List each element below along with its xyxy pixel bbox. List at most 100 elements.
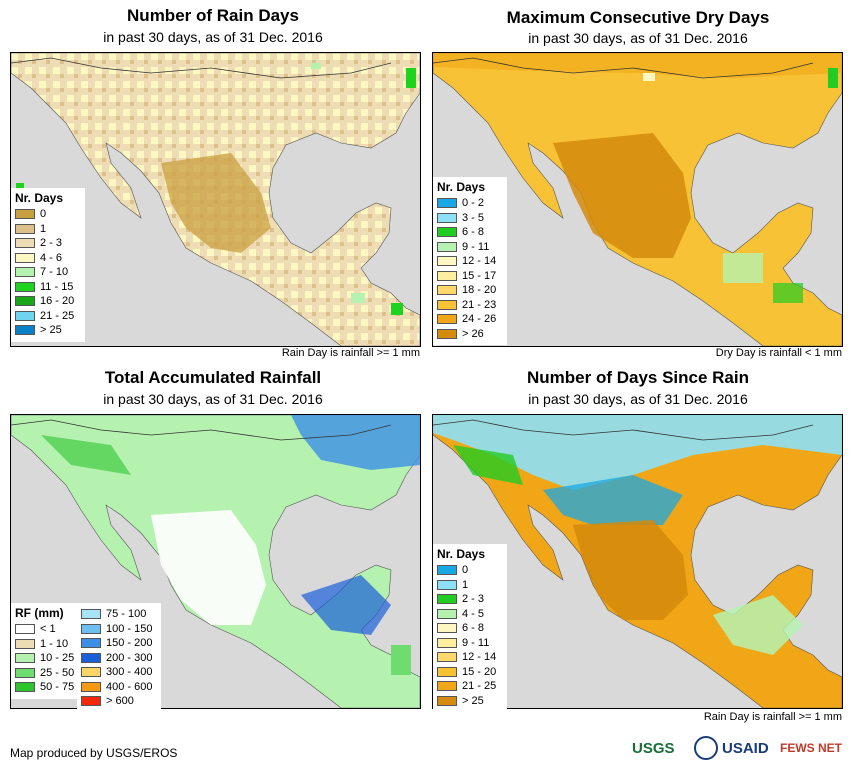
legend-swatch bbox=[437, 652, 457, 663]
legend-label: 6 - 8 bbox=[462, 622, 485, 635]
legend-rain-days-title: Nr. Days bbox=[15, 191, 64, 205]
legend-label: > 25 bbox=[40, 324, 62, 337]
legend-label: 3 - 5 bbox=[462, 211, 485, 224]
panel-1-title: Number of Rain Days bbox=[127, 6, 299, 25]
legend-swatch bbox=[15, 638, 35, 649]
legend-label: 21 - 23 bbox=[462, 298, 497, 311]
legend-item: 21 - 25 bbox=[437, 679, 503, 694]
legend-item: 16 - 20 bbox=[15, 294, 81, 309]
legend-label: 24 - 26 bbox=[462, 313, 497, 326]
legend-label: 9 - 11 bbox=[462, 240, 490, 253]
panel-2-note: Dry Day is rainfall < 1 mm bbox=[715, 347, 842, 359]
legend-label: 18 - 20 bbox=[462, 284, 497, 297]
panel-4-title: Number of Days Since Rain bbox=[526, 368, 749, 387]
legend-dry-days-title: Nr. Days bbox=[437, 180, 486, 194]
legend-swatch bbox=[437, 198, 457, 209]
legend-item: 1 bbox=[15, 222, 81, 237]
usaid-seal-icon bbox=[694, 736, 718, 760]
legend-item: > 25 bbox=[437, 694, 503, 709]
legend-swatch bbox=[437, 227, 457, 238]
legend-label: 0 bbox=[462, 564, 469, 577]
legend-item: 100 - 150 bbox=[81, 622, 157, 637]
legend-item: 25 - 50 bbox=[15, 666, 79, 681]
legend-swatch bbox=[15, 667, 35, 678]
legend-item: 0 bbox=[15, 207, 81, 222]
map-rainfall-svg bbox=[11, 415, 420, 708]
legend-item: 1 - 10 bbox=[15, 637, 79, 652]
legend-item: 4 - 6 bbox=[15, 251, 81, 266]
legend-item: 21 - 23 bbox=[437, 298, 503, 313]
legend-swatch bbox=[437, 285, 457, 296]
legend-label: 150 - 200 bbox=[106, 637, 153, 650]
legend-swatch bbox=[81, 667, 101, 678]
legend-label: 50 - 75 bbox=[40, 681, 75, 694]
map-since-rain-svg bbox=[433, 415, 842, 708]
legend-label: > 600 bbox=[106, 695, 134, 708]
legend-item: 24 - 26 bbox=[437, 312, 503, 327]
legend-rainfall-items-2: 75 - 100 100 - 150 150 - 200 200 - 300 300 -… bbox=[81, 607, 157, 709]
legend-item: 7 - 10 bbox=[15, 265, 81, 280]
legend-item: 12 - 14 bbox=[437, 650, 503, 665]
legend-swatch bbox=[437, 608, 457, 619]
legend-swatch bbox=[81, 623, 101, 634]
legend-item: 6 - 8 bbox=[437, 225, 503, 240]
legend-item: 15 - 17 bbox=[437, 269, 503, 284]
legend-item: 21 - 25 bbox=[15, 309, 81, 324]
legend-label: 21 - 25 bbox=[40, 309, 75, 322]
legend-item: 300 - 400 bbox=[81, 665, 157, 680]
legend-item: 18 - 20 bbox=[437, 283, 503, 298]
legend-item: 6 - 8 bbox=[437, 621, 503, 636]
legend-swatch bbox=[15, 310, 35, 321]
legend-swatch bbox=[15, 238, 35, 249]
legend-item: 50 - 75 bbox=[15, 680, 79, 695]
legend-item: > 25 bbox=[15, 323, 81, 338]
legend-label: 9 - 11 bbox=[462, 636, 490, 649]
legend-item: 9 - 11 bbox=[437, 240, 503, 255]
legend-swatch bbox=[437, 594, 457, 605]
legend-swatch bbox=[437, 579, 457, 590]
legend-swatch bbox=[437, 241, 457, 252]
legend-item: 200 - 300 bbox=[81, 651, 157, 666]
legend-item: 10 - 25 bbox=[15, 651, 79, 666]
legend-swatch bbox=[437, 666, 457, 677]
legend-swatch bbox=[437, 623, 457, 634]
legend-label: 1 - 10 bbox=[40, 637, 69, 650]
legend-swatch bbox=[81, 638, 101, 649]
usgs-logo: USGS bbox=[632, 740, 675, 757]
legend-label: 16 - 20 bbox=[40, 295, 75, 308]
panel-3-subtitle: in past 30 days, as of 31 Dec. 2016 bbox=[103, 391, 323, 407]
legend-item: 11 - 15 bbox=[15, 280, 81, 295]
legend-label: 75 - 100 bbox=[106, 608, 147, 621]
legend-swatch bbox=[81, 652, 101, 663]
legend-label: 12 - 14 bbox=[462, 255, 497, 268]
usaid-logo: USAID bbox=[722, 740, 769, 757]
legend-label: 0 bbox=[40, 208, 47, 221]
legend-label: 15 - 20 bbox=[462, 665, 497, 678]
legend-swatch bbox=[81, 609, 101, 620]
legend-swatch bbox=[15, 653, 35, 664]
legend-item: 2 - 3 bbox=[437, 592, 503, 607]
legend-label: 1 bbox=[40, 222, 47, 235]
map-credit: Map produced by USGS/EROS bbox=[10, 746, 178, 760]
legend-rainfall-2: 75 - 100 100 - 150 150 - 200 200 - 300 300 -… bbox=[77, 603, 161, 713]
legend-since-rain-title: Nr. Days bbox=[437, 547, 486, 561]
legend-label: 4 - 5 bbox=[462, 607, 485, 620]
panel-2-title: Maximum Consecutive Dry Days bbox=[506, 8, 770, 27]
legend-label: 1 bbox=[462, 578, 469, 591]
legend-item: 150 - 200 bbox=[81, 636, 157, 651]
map-rain-days-svg bbox=[11, 53, 420, 346]
legend-label: 2 - 3 bbox=[40, 237, 63, 250]
legend-swatch bbox=[15, 267, 35, 278]
legend-swatch bbox=[437, 314, 457, 325]
legend-item: 3 - 5 bbox=[437, 211, 503, 226]
panel-3-title: Total Accumulated Rainfall bbox=[104, 368, 322, 387]
legend-swatch bbox=[15, 624, 35, 635]
legend-item: < 1 bbox=[15, 622, 79, 637]
legend-swatch bbox=[437, 256, 457, 267]
legend-swatch bbox=[15, 281, 35, 292]
legend-item: > 600 bbox=[81, 694, 157, 709]
legend-label: > 26 bbox=[462, 327, 484, 340]
